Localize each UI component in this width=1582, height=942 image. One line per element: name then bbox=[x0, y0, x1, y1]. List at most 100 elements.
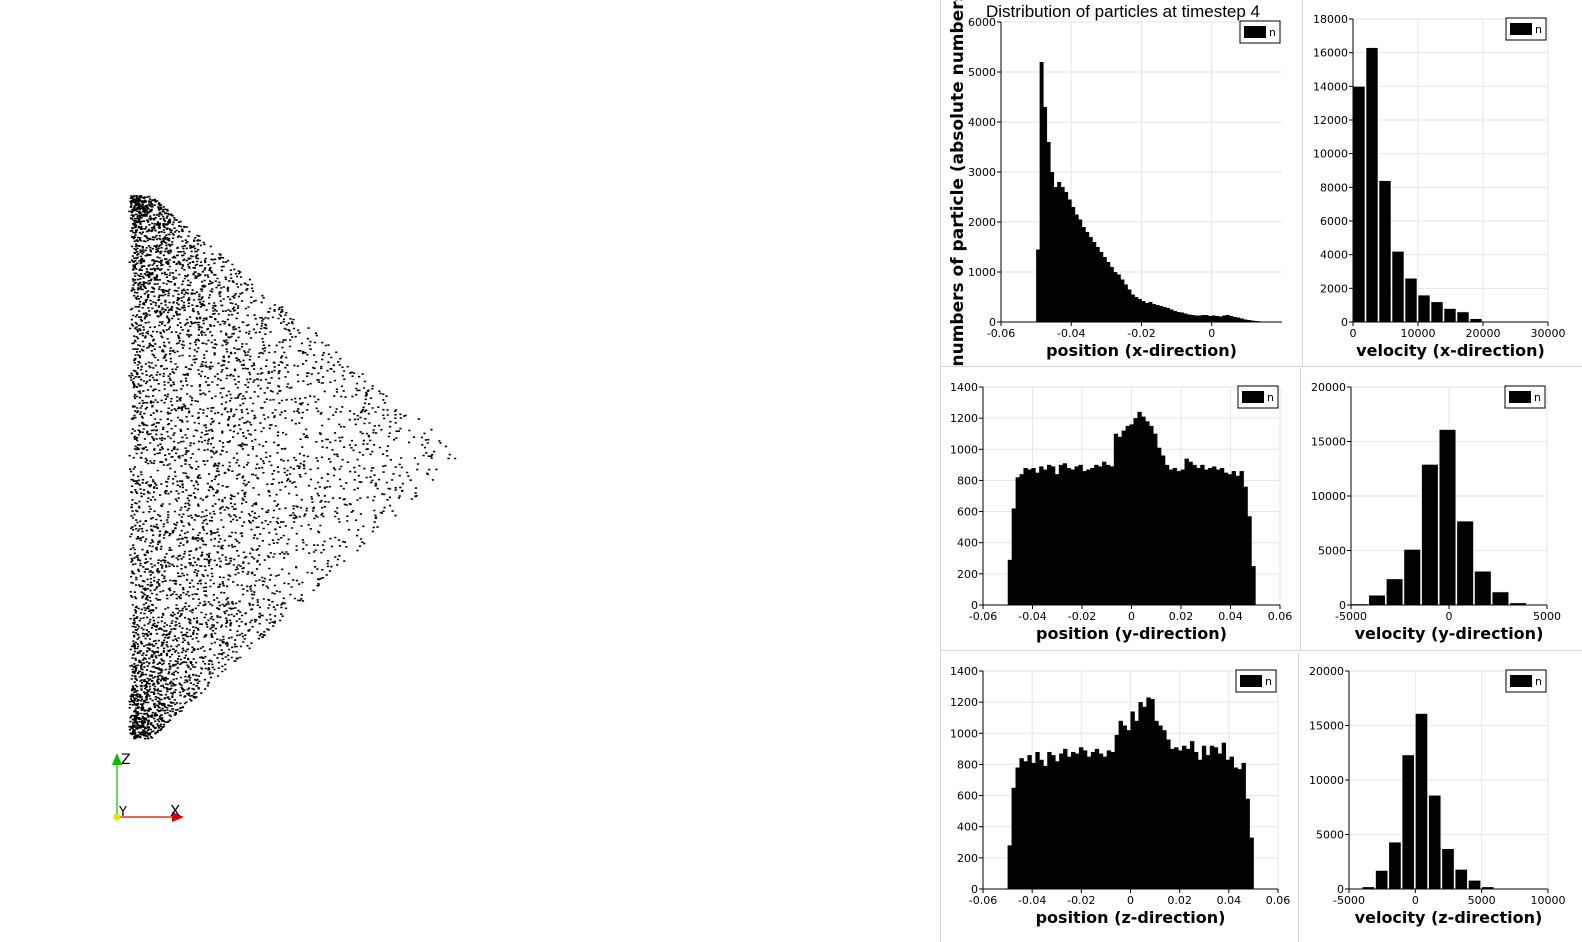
histogram-bar bbox=[1159, 306, 1163, 322]
y-tick-label: 0 bbox=[1339, 599, 1346, 612]
histogram-bar bbox=[1114, 734, 1120, 889]
panel-divider bbox=[940, 650, 1582, 651]
histogram-bar bbox=[1180, 312, 1185, 322]
histogram-bar bbox=[1053, 187, 1058, 322]
histogram-bar bbox=[1178, 750, 1183, 889]
histogram-bar bbox=[1007, 845, 1012, 889]
panel-divider bbox=[1300, 368, 1301, 650]
histogram-bar bbox=[1246, 320, 1251, 322]
y-tick-label: 15000 bbox=[1309, 720, 1344, 733]
legend-label: n bbox=[1269, 26, 1276, 39]
panel-divider bbox=[1302, 0, 1303, 366]
y-tick-label: 3000 bbox=[968, 166, 996, 179]
histogram-bar bbox=[1441, 848, 1455, 890]
histogram-position-x: -0.06 -0.04 -0.02 0 0 1000 2000 3000 4000 5000 600… bbox=[968, 16, 1283, 360]
histogram-bar bbox=[1468, 879, 1481, 890]
histogram-bar bbox=[1247, 516, 1252, 605]
histogram-bar bbox=[1208, 316, 1213, 322]
y-tick-label: 1000 bbox=[950, 443, 978, 456]
histogram-bar bbox=[1106, 262, 1111, 322]
histogram-bar bbox=[1043, 107, 1048, 322]
histogram-bar bbox=[1051, 755, 1056, 889]
y-tick-label: 16000 bbox=[1313, 47, 1348, 60]
y-tick-label: 6000 bbox=[968, 16, 996, 29]
x-tick-label: -5000 bbox=[1333, 894, 1365, 907]
histogram-bar bbox=[1050, 172, 1055, 322]
render-viewport[interactable]: Z Y X bbox=[0, 0, 940, 942]
x-tick-label: 0.02 bbox=[1167, 894, 1192, 907]
histogram-bar bbox=[1169, 309, 1174, 322]
view-divider[interactable] bbox=[940, 0, 941, 942]
legend-swatch bbox=[1240, 675, 1262, 687]
bars bbox=[1007, 411, 1256, 605]
histogram-bar bbox=[1109, 466, 1115, 605]
legend-label: n bbox=[1265, 675, 1272, 688]
y-tick-label: 0 bbox=[989, 316, 996, 329]
histogram-bar bbox=[1027, 755, 1032, 889]
histogram-bar bbox=[1438, 429, 1457, 606]
histogram-bar bbox=[1164, 464, 1170, 605]
histogram-bar bbox=[1189, 741, 1195, 889]
z-axis-arrow bbox=[112, 753, 122, 765]
y-tick-label: 1400 bbox=[950, 665, 978, 678]
legend-label: n bbox=[1535, 23, 1542, 36]
y-tick-label: 10000 bbox=[1313, 148, 1348, 161]
histogram-bar bbox=[1031, 467, 1036, 605]
y-tick-label: 12000 bbox=[1313, 114, 1348, 127]
x-axis-label: X bbox=[170, 802, 180, 820]
y-tick-label: 14000 bbox=[1313, 80, 1348, 93]
x-axis-title: position (y-direction) bbox=[1036, 624, 1227, 643]
histogram-bar bbox=[1154, 720, 1159, 889]
histogram-bar bbox=[1201, 745, 1207, 889]
histogram-bar bbox=[1235, 475, 1240, 605]
histogram-bar bbox=[1095, 247, 1100, 322]
histogram-bar bbox=[1187, 314, 1192, 322]
histogram-bar bbox=[1125, 425, 1130, 605]
histogram-bar bbox=[1474, 570, 1492, 606]
histogram-bar bbox=[1036, 249, 1041, 322]
histogram-bar bbox=[1430, 301, 1444, 323]
histogram-bar bbox=[1368, 594, 1386, 606]
histogram-bar bbox=[1233, 767, 1238, 889]
histogram-bar bbox=[1130, 711, 1135, 889]
histogram-bar bbox=[1157, 447, 1162, 605]
histogram-bar bbox=[1071, 207, 1076, 322]
histogram-bar bbox=[1035, 472, 1040, 605]
x-tick-label: -0.02 bbox=[1067, 894, 1095, 907]
chart-panel-vel-z: -5000 0 5000 10000 0 5000 10000 15000 20000 veloc… bbox=[1299, 651, 1582, 942]
x-tick-label: -0.06 bbox=[969, 894, 997, 907]
histogram-bar bbox=[1222, 315, 1227, 322]
histogram-bar bbox=[1027, 469, 1032, 605]
bars bbox=[1007, 697, 1254, 889]
chart-panel-vel-y: -5000 0 5000 0 5000 10000 15000 20000 velocity (… bbox=[1301, 367, 1582, 650]
legend[interactable]: n bbox=[1505, 669, 1547, 693]
x-tick-label: 10000 bbox=[1401, 327, 1436, 340]
x-tick-label: 0.06 bbox=[1266, 894, 1291, 907]
legend[interactable]: n bbox=[1239, 20, 1281, 44]
histogram-bar bbox=[1239, 471, 1244, 605]
legend[interactable]: n bbox=[1505, 17, 1547, 41]
histogram-bar bbox=[1127, 289, 1132, 322]
legend[interactable]: n bbox=[1235, 669, 1277, 693]
y-tick-label: 200 bbox=[957, 568, 978, 581]
histogram-bar bbox=[1365, 47, 1379, 323]
y-tick-label: 18000 bbox=[1313, 13, 1348, 26]
histogram-bar bbox=[1059, 753, 1064, 889]
histogram-bar bbox=[1078, 747, 1084, 889]
histogram-bar bbox=[1352, 86, 1366, 323]
x-tick-label: 0 bbox=[1446, 610, 1453, 623]
y-tick-label: 1200 bbox=[950, 696, 978, 709]
histogram-bar bbox=[1019, 474, 1024, 605]
histogram-bar bbox=[1218, 316, 1223, 322]
histogram-bar bbox=[1141, 416, 1146, 605]
x-axis-title: velocity (x-direction) bbox=[1356, 341, 1545, 360]
histogram-bar bbox=[1153, 433, 1158, 605]
legend[interactable]: n bbox=[1237, 385, 1279, 409]
histogram-bar bbox=[1023, 467, 1028, 605]
histogram-bar bbox=[1062, 463, 1068, 605]
histogram-bar bbox=[1243, 486, 1248, 605]
x-tick-label: 0 bbox=[1128, 610, 1135, 623]
x-tick-label: -0.04 bbox=[1018, 894, 1046, 907]
legend[interactable]: n bbox=[1504, 385, 1546, 409]
histogram-bar bbox=[1192, 464, 1197, 605]
